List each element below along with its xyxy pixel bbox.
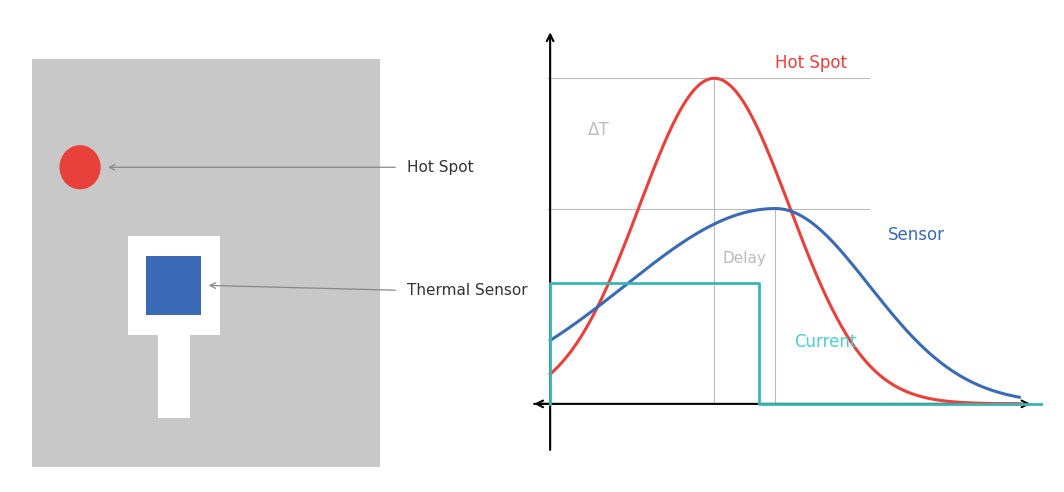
Text: Delay: Delay [722, 251, 767, 266]
Text: Hot Spot: Hot Spot [408, 160, 473, 175]
Bar [32, 59, 380, 467]
Bar [157, 335, 189, 418]
Bar [128, 236, 219, 335]
Text: Thermal Sensor: Thermal Sensor [408, 283, 528, 298]
Text: Sensor: Sensor [888, 225, 945, 244]
Text: Hot Spot: Hot Spot [776, 54, 847, 72]
Text: Current: Current [794, 333, 857, 351]
Bar [147, 256, 201, 315]
Text: ΔT: ΔT [587, 122, 610, 139]
Circle shape [60, 145, 101, 189]
